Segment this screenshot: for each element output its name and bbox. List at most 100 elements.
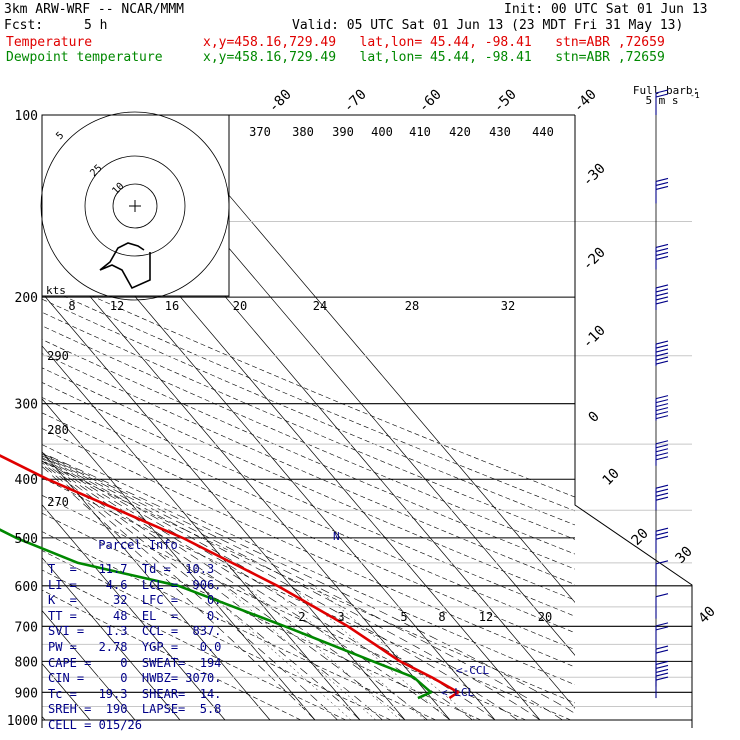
isotherm-line [42, 345, 361, 721]
forecast-label: Fcst: [4, 18, 44, 33]
wind-barb [655, 484, 669, 511]
isotherm-line [42, 610, 136, 721]
level-marker: N [333, 530, 340, 543]
parcel-row: LI = 4.6 LCL = 906. [48, 577, 222, 592]
wind-barb-flag [655, 664, 669, 669]
pressure-tick-label: 100 [15, 109, 38, 124]
temperature-trace [0, 454, 460, 700]
wind-barb-flag [655, 672, 669, 677]
isotherm-line [160, 115, 575, 603]
lcl-annotation: <-LCL [441, 686, 474, 699]
isotherm-label: -10 [580, 323, 609, 352]
wind-barb-flag [655, 340, 669, 345]
wind-barb [655, 243, 669, 270]
isotherm-line [42, 451, 271, 721]
speed-tick-label: 8 [68, 299, 75, 313]
potential-temp-label: 370 [249, 125, 271, 139]
wind-barb-flag [655, 185, 669, 190]
potential-temp-label: 390 [332, 125, 354, 139]
parcel-info-title: Parcel Info [98, 538, 178, 552]
wind-barb-flag [655, 243, 669, 248]
dewpoint-trace [0, 528, 433, 700]
wind-barb-flag [655, 622, 669, 627]
wind-barb [655, 284, 669, 310]
potential-temp-label: 270 [47, 495, 69, 509]
temperature-legend: Temperature [6, 35, 93, 50]
parcel-row: PW = 2.78 YGP = 0.0 [48, 640, 222, 654]
potential-temp-label: 410 [409, 125, 431, 139]
pressure-tick-label: 900 [15, 686, 38, 701]
potential-temp-label: 380 [292, 125, 314, 139]
isotherm-label: -70 [341, 87, 370, 116]
wind-barb-flag [655, 181, 669, 186]
potential-temp-label: 420 [449, 125, 471, 139]
parcel-row: SREH = 190 LAPSE= 5.8 [48, 702, 222, 717]
wind-barb-flag [655, 292, 669, 297]
model-title: 3km ARW-WRF -- NCAR/MMM [4, 2, 185, 17]
wind-barb-flag [655, 284, 669, 289]
mixing-ratio-label: 2 [298, 610, 305, 624]
wind-barb-flag [655, 348, 669, 353]
valid-time: Valid: 05 UTC Sat 01 Jun 13 (23 MDT Fri … [292, 18, 684, 33]
speed-tick-label: 24 [313, 299, 327, 313]
wind-barb-flag [655, 645, 669, 650]
ccl-annotation: <-CCL [456, 664, 489, 677]
hodograph-ring [112, 183, 158, 229]
isotherm-line [42, 557, 181, 721]
wind-barb-flag [655, 452, 669, 457]
plot-outline [574, 115, 693, 728]
wind-barb-flag [655, 411, 669, 416]
speed-tick-label: 32 [501, 299, 515, 313]
wind-barb-flag [655, 626, 669, 631]
wind-barb-flag [655, 444, 669, 449]
wind-barb-flag [655, 356, 669, 361]
mixing-ratio-line [223, 585, 376, 721]
wind-barb [655, 672, 669, 699]
speed-tick-label: 12 [110, 299, 124, 313]
mixing-ratio-label: 5 [400, 610, 407, 624]
potential-temp-label: 280 [47, 423, 69, 437]
isotherm-line [42, 504, 226, 721]
isotherm-line [42, 398, 316, 721]
potential-temp-label: 440 [532, 125, 554, 139]
pressure-tick-label: 1000 [7, 714, 38, 729]
wind-barb-flag [655, 456, 669, 461]
wind-barb-flag [655, 440, 669, 445]
header: 3km ARW-WRF -- NCAR/MMM Init: 00 UTC Sat… [0, 0, 740, 70]
wind-barb-flag [655, 395, 669, 400]
wind-barb-flag [655, 247, 669, 252]
parcel-row: T = 11.7 Td = 10.3 [48, 562, 215, 576]
init-time: Init: 00 UTC Sat 01 Jun 13 [504, 2, 708, 17]
isotherm-label: -50 [491, 87, 520, 116]
potential-temp-label: 400 [371, 125, 393, 139]
wind-barb [655, 440, 669, 466]
speed-tick-label: 16 [165, 299, 179, 313]
pressure-tick-label: 500 [15, 532, 38, 547]
wind-barbs [655, 89, 669, 699]
parcel-row: K = 32 LFC = 0. [48, 593, 222, 608]
isotherm-label: -20 [580, 245, 609, 274]
parcel-row: SVI = 1.3 CCL = 837. [48, 624, 222, 639]
wind-barb-flag [655, 415, 669, 420]
hodograph-axis-label: kts [46, 284, 66, 297]
wind-barb-flag [655, 344, 669, 349]
wind-barb-flag [655, 352, 669, 357]
wind-barb-flag [655, 399, 669, 404]
parcel-row: CAPE = 0 SWEAT= 194 [48, 655, 222, 670]
potential-temp-label: 430 [489, 125, 511, 139]
pressure-tick-label: 300 [15, 398, 38, 413]
wind-barb-flag [655, 93, 669, 98]
wind-barb-flag [655, 403, 669, 408]
isotherm-line [42, 239, 451, 721]
wind-barb-flag [655, 300, 669, 305]
pressure-tick-label: 700 [15, 620, 38, 635]
isotherm-label: -40 [571, 87, 600, 116]
wind-barb-flag [655, 535, 669, 540]
temperature-location: x,y=458.16,729.49 lat,lon= 45.44, -98.41… [203, 35, 665, 50]
isotherm-label: -30 [580, 161, 609, 190]
wind-barb-flag [655, 255, 669, 260]
parcel-row: Tc = 19.3 SHEAR= 14. [48, 686, 222, 701]
mixing-ratio-line [200, 585, 352, 721]
wind-legend-exponent: -1 [690, 91, 700, 100]
mixing-ratio-label: 3 [337, 610, 344, 624]
